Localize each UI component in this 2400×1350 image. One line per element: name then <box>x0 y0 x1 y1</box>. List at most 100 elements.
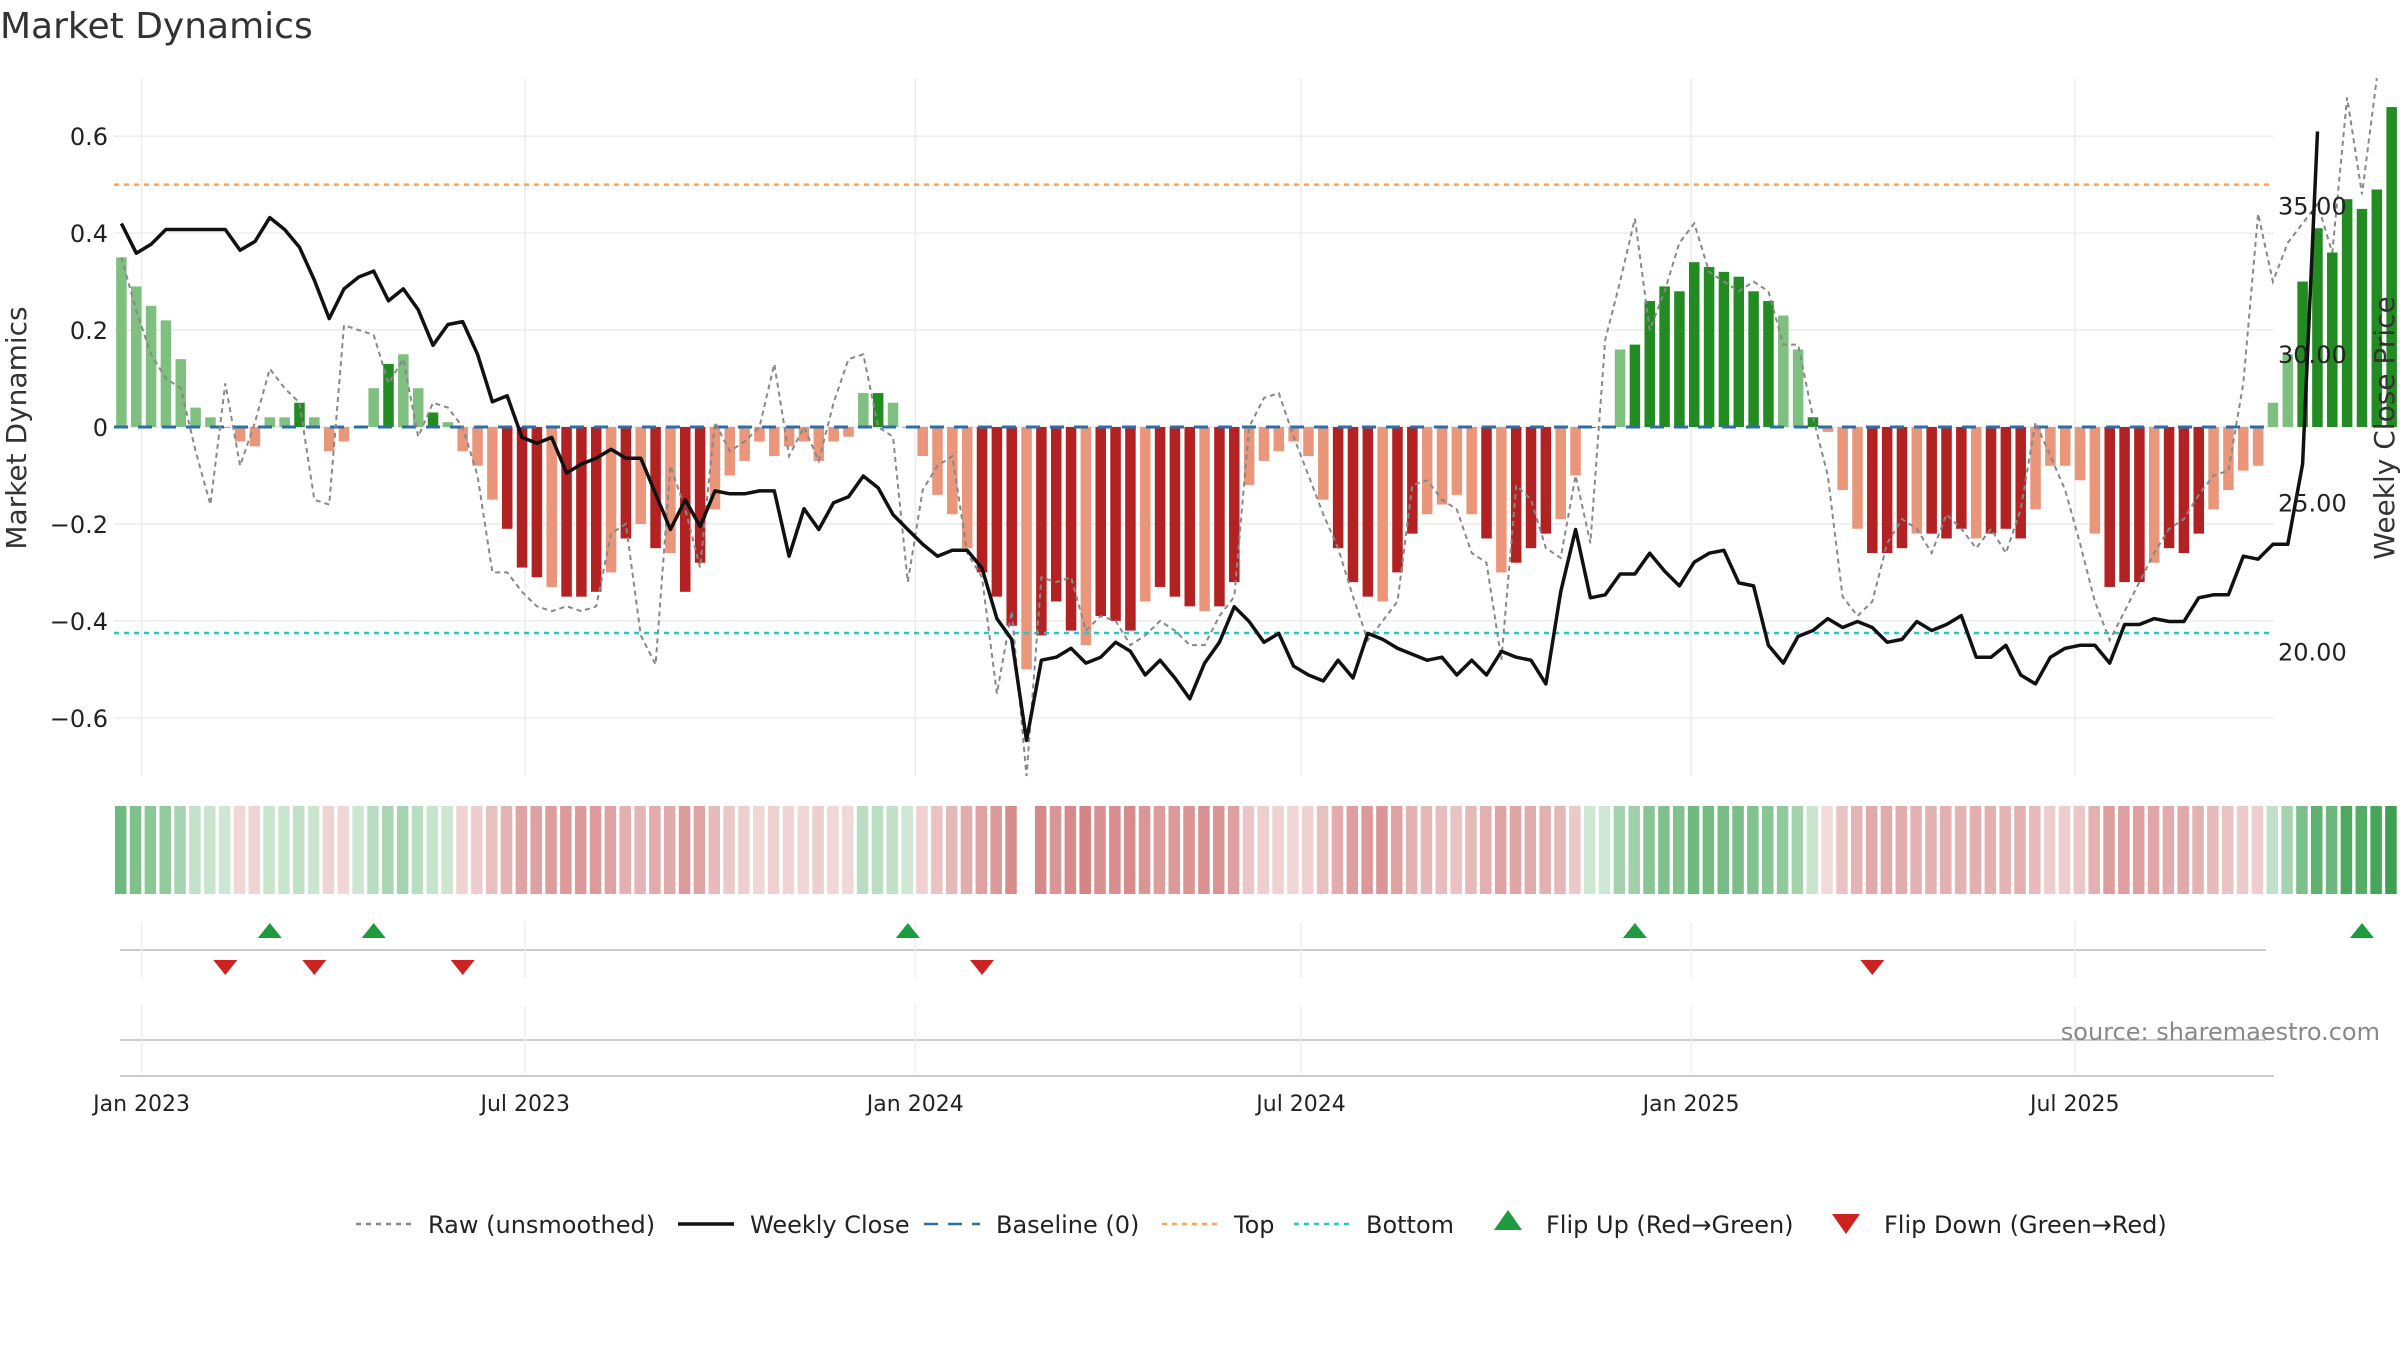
bar <box>279 417 290 427</box>
regime-cell <box>1880 806 1893 894</box>
regime-cell <box>1761 806 1774 894</box>
bar <box>130 286 142 427</box>
regime-cell <box>1954 806 1967 894</box>
regime-cell <box>2147 806 2160 894</box>
regime-cell <box>901 806 913 894</box>
bar <box>872 393 884 427</box>
regime-cell <box>1316 806 1329 894</box>
bar <box>1436 427 1448 505</box>
axes: −0.6 −0.4 −0.2 0 0.2 0.4 0.6 20.00 25.00 30.00 35.… <box>50 123 2347 733</box>
regime-cell <box>233 806 246 894</box>
bar <box>1154 427 1166 587</box>
regime-cell <box>916 806 928 894</box>
bar <box>309 417 320 427</box>
bar <box>427 412 439 427</box>
regime-cell <box>203 806 216 894</box>
bar <box>1451 427 1463 495</box>
bar <box>1807 417 1819 427</box>
bar <box>2104 427 2115 587</box>
regime-cell <box>604 806 617 894</box>
regime-cell <box>307 806 320 894</box>
regime-cell <box>2118 806 2130 894</box>
bar <box>2015 427 2026 539</box>
regime-cell <box>812 806 824 894</box>
regime-cell <box>441 806 453 894</box>
raw-line <box>120 77 2378 777</box>
regime-cell <box>723 806 735 894</box>
bar <box>739 427 750 461</box>
regime-cell <box>1925 806 1937 894</box>
bar <box>1644 300 1656 427</box>
bar <box>1110 427 1121 621</box>
regime-cell <box>2192 806 2204 894</box>
regime-cell <box>1272 806 1284 894</box>
bar <box>220 427 231 428</box>
bar <box>1837 427 1848 491</box>
y-tick-label-left: 0.4 <box>70 220 108 248</box>
regime-cell <box>931 806 943 894</box>
flip-up-marker <box>2349 923 2374 938</box>
y-tick-label-right: 25.00 <box>2278 490 2347 518</box>
bar <box>1778 315 1789 427</box>
regime-cell <box>1094 806 1106 894</box>
regime-cell <box>1287 806 1299 894</box>
regime-cell <box>2207 806 2219 894</box>
bar <box>1525 427 1537 549</box>
bar <box>1169 427 1181 597</box>
bar <box>116 257 127 427</box>
regime-cell <box>530 806 542 894</box>
regime-cell <box>1420 806 1433 894</box>
bar <box>2267 402 2279 427</box>
regime-cell <box>293 806 305 894</box>
bar <box>1496 427 1507 573</box>
regime-cell <box>218 806 231 894</box>
flip-down-marker <box>450 960 475 975</box>
regime-cell <box>1168 806 1180 894</box>
regime-cell <box>2073 806 2086 894</box>
regime-cell <box>1836 806 1848 894</box>
regime-cell <box>2103 806 2115 894</box>
regime-cell <box>1583 806 1596 894</box>
bar <box>2208 427 2219 510</box>
regime-cell <box>1776 806 1789 894</box>
bar <box>976 427 988 573</box>
bar <box>2327 252 2338 427</box>
legend: Raw (unsmoothed) Weekly Close Baseline (0)… <box>356 1210 2167 1239</box>
regime-cell <box>1658 806 1670 894</box>
bar <box>798 427 810 442</box>
regime-cell <box>2355 806 2368 894</box>
regime-cell <box>871 806 884 894</box>
y-tick-label-left: −0.4 <box>50 608 108 636</box>
bar <box>1303 427 1314 457</box>
regime-cell <box>708 806 720 894</box>
regime-cell <box>560 806 572 894</box>
bar <box>1243 427 1255 486</box>
legend-item: Weekly Close <box>678 1211 910 1239</box>
regime-cell <box>589 806 602 894</box>
regime-cell <box>352 806 364 894</box>
bar <box>234 427 246 442</box>
regime-cell <box>782 806 795 894</box>
legend-label: Baseline (0) <box>996 1211 1139 1239</box>
regime-cell <box>1153 806 1166 894</box>
bar <box>1288 427 1299 442</box>
bar <box>694 427 706 563</box>
regime-cell <box>619 806 631 894</box>
regime-cell <box>1405 806 1418 894</box>
regime-cell <box>1940 806 1952 894</box>
regime-cell <box>1183 806 1195 894</box>
regime-cell <box>1450 806 1462 894</box>
legend-label: Flip Up (Red→Green) <box>1546 1211 1794 1239</box>
bar <box>2193 427 2205 534</box>
regime-cell <box>396 806 409 894</box>
flip-down-icon <box>1832 1214 1860 1234</box>
bar <box>709 427 721 510</box>
bar <box>561 427 572 597</box>
bar <box>190 407 201 427</box>
y-tick-label-right: 30.00 <box>2278 341 2347 369</box>
bar <box>1614 349 1626 427</box>
bar <box>501 427 513 529</box>
regime-cell <box>1747 806 1759 894</box>
x-tick-label: Jan 2023 <box>91 1092 190 1117</box>
